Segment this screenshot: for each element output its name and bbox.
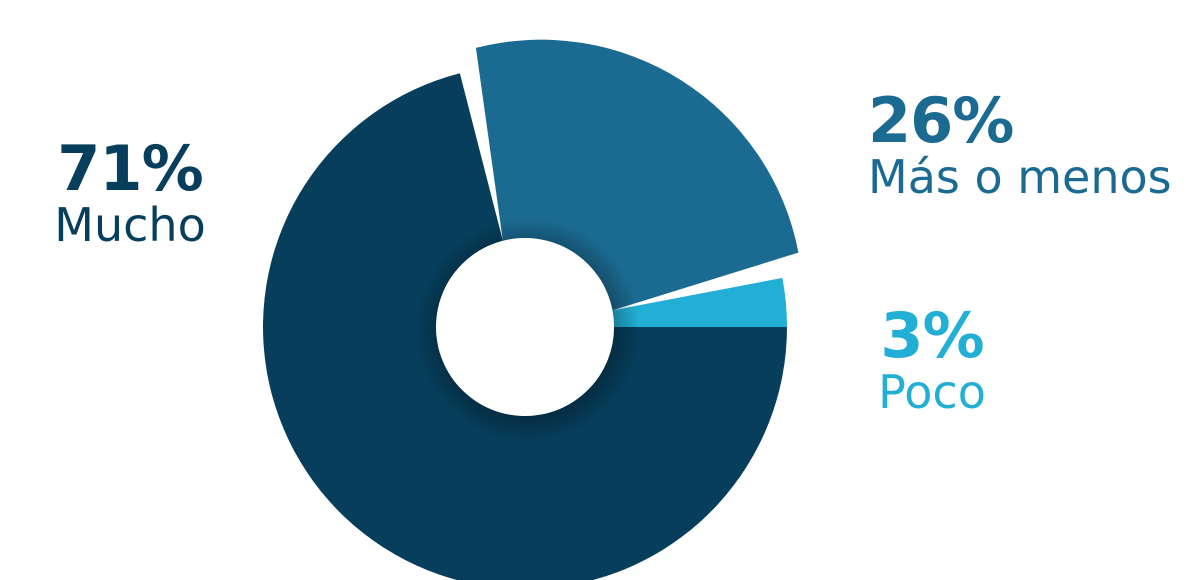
slice-mucho [263,73,787,580]
slice-poco [612,277,787,327]
value-label-mucho: 71% [57,132,203,205]
value-label-mas-o-menos: 26% [868,84,1014,157]
label-mucho: 71% Mucho [40,132,220,252]
label-poco: 3% Poco [868,299,996,419]
category-label-mucho: Mucho [54,198,206,252]
label-mas-o-menos: 26% Más o menos [868,84,1172,204]
category-label-poco: Poco [878,365,986,419]
donut-hole [436,238,614,416]
value-label-poco: 3% [880,299,984,372]
category-label-mas-o-menos: Más o menos [868,150,1172,204]
